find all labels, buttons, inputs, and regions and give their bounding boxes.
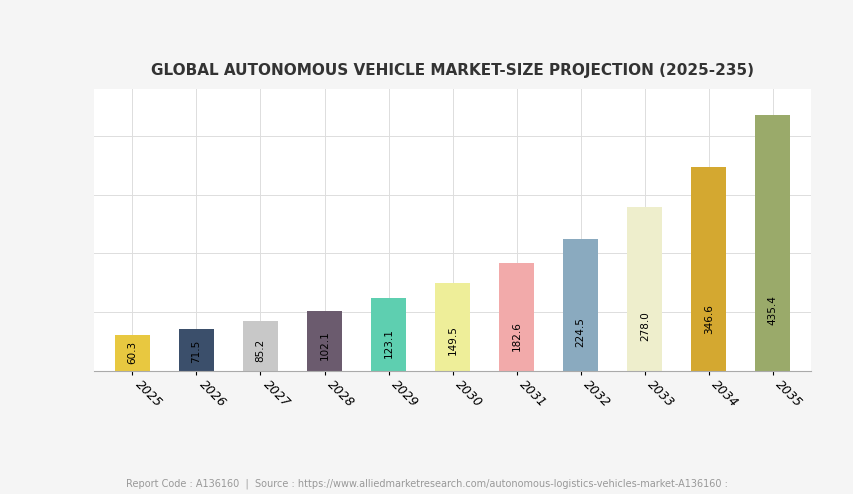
Text: 123.1: 123.1 [383, 328, 393, 358]
Bar [370, 298, 406, 370]
Bar [242, 321, 278, 370]
Text: 182.6: 182.6 [511, 321, 521, 351]
Text: 71.5: 71.5 [191, 340, 201, 363]
Bar [498, 263, 534, 370]
Bar [434, 283, 470, 370]
Text: 435.4: 435.4 [767, 294, 777, 325]
Text: 224.5: 224.5 [575, 317, 585, 347]
Bar [626, 207, 662, 370]
Text: 149.5: 149.5 [447, 325, 457, 355]
Text: 102.1: 102.1 [319, 330, 329, 360]
Bar [178, 329, 214, 370]
Text: 278.0: 278.0 [639, 311, 649, 341]
Bar [562, 239, 598, 370]
Bar [690, 167, 726, 370]
Text: 346.6: 346.6 [703, 304, 713, 334]
Text: Report Code : A136160  |  Source : https://www.alliedmarketresearch.com/autonomo: Report Code : A136160 | Source : https:/… [126, 479, 727, 489]
Bar [754, 115, 790, 370]
Bar [114, 335, 150, 370]
Text: 60.3: 60.3 [127, 341, 137, 364]
Bar [306, 311, 342, 370]
Text: 85.2: 85.2 [255, 338, 265, 362]
Title: GLOBAL AUTONOMOUS VEHICLE MARKET-SIZE PROJECTION (2025-235): GLOBAL AUTONOMOUS VEHICLE MARKET-SIZE PR… [151, 63, 753, 78]
